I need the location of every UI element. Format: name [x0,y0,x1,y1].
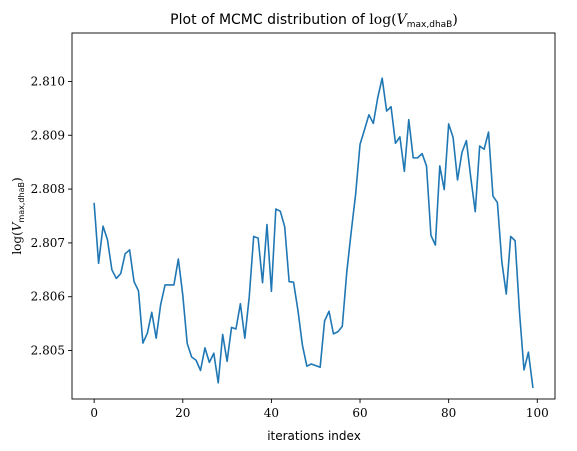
y-tick-label: 2.806 [31,290,65,304]
x-tick-label: 0 [90,406,98,420]
y-axis-title-close: ) [10,177,24,182]
x-tick-label: 20 [175,406,190,420]
y-tick-label: 2.810 [31,74,65,88]
chart-title-fn: log( [369,12,396,28]
y-axis-title-fn: log( [10,231,24,254]
y-axis-title-sub: max,dhaB [17,182,26,223]
x-tick-label: 40 [264,406,279,420]
x-axis-title: iterations index [267,429,361,443]
y-tick-label: 2.805 [31,344,65,358]
chart-title-prefix: Plot of MCMC distribution of [170,12,369,28]
x-tick-label: 80 [441,406,456,420]
chart-title-sub: max,dhaB [407,20,453,30]
y-tick-label: 2.808 [31,182,65,196]
y-tick-label: 2.809 [31,128,65,142]
x-tick-label: 60 [352,406,367,420]
chart-title-close: ) [452,12,457,28]
y-tick-label: 2.807 [31,236,65,250]
x-tick-label: 100 [526,406,549,420]
